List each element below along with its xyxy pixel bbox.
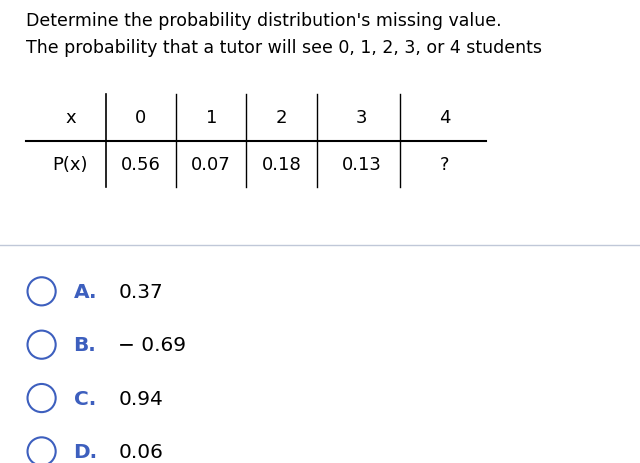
Text: 4: 4 <box>439 109 451 127</box>
Text: The probability that a tutor will see 0, 1, 2, 3, or 4 students: The probability that a tutor will see 0,… <box>26 39 541 57</box>
Text: A.: A. <box>74 282 97 301</box>
Text: D.: D. <box>74 442 98 461</box>
Text: 0.37: 0.37 <box>118 282 163 301</box>
Text: ?: ? <box>440 156 449 173</box>
Text: 0.06: 0.06 <box>118 442 163 461</box>
Text: − 0.69: − 0.69 <box>118 336 186 354</box>
Text: 2: 2 <box>276 109 287 127</box>
Text: 3: 3 <box>356 109 367 127</box>
Text: C.: C. <box>74 389 96 407</box>
Text: 0: 0 <box>135 109 147 127</box>
Text: x: x <box>65 109 76 127</box>
Text: 1: 1 <box>205 109 217 127</box>
Text: 0.56: 0.56 <box>121 156 161 173</box>
Text: 0.13: 0.13 <box>342 156 381 173</box>
Text: 0.07: 0.07 <box>191 156 231 173</box>
Text: B.: B. <box>74 336 97 354</box>
Text: Determine the probability distribution's missing value.: Determine the probability distribution's… <box>26 12 501 30</box>
Text: 0.18: 0.18 <box>262 156 301 173</box>
Text: 0.94: 0.94 <box>118 389 163 407</box>
Text: P(x): P(x) <box>52 156 88 173</box>
